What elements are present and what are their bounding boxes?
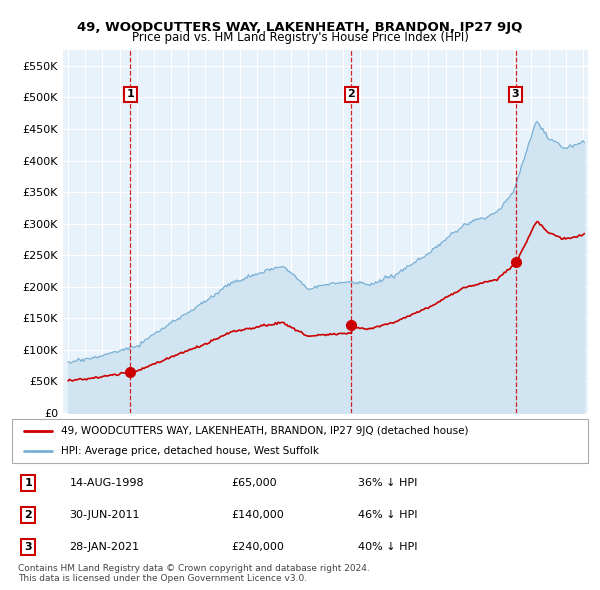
Text: 2: 2 <box>24 510 32 520</box>
Text: This data is licensed under the Open Government Licence v3.0.: This data is licensed under the Open Gov… <box>18 573 307 582</box>
Text: 1: 1 <box>127 89 134 99</box>
Text: 3: 3 <box>512 89 520 99</box>
Text: 49, WOODCUTTERS WAY, LAKENHEATH, BRANDON, IP27 9JQ (detached house): 49, WOODCUTTERS WAY, LAKENHEATH, BRANDON… <box>61 426 469 436</box>
Text: 28-JAN-2021: 28-JAN-2021 <box>70 542 140 552</box>
Text: Price paid vs. HM Land Registry's House Price Index (HPI): Price paid vs. HM Land Registry's House … <box>131 31 469 44</box>
Text: 46% ↓ HPI: 46% ↓ HPI <box>358 510 417 520</box>
Text: 36% ↓ HPI: 36% ↓ HPI <box>358 478 417 488</box>
Text: 3: 3 <box>25 542 32 552</box>
Text: £65,000: £65,000 <box>231 478 277 488</box>
Text: 30-JUN-2011: 30-JUN-2011 <box>70 510 140 520</box>
Text: 2: 2 <box>347 89 355 99</box>
Text: £240,000: £240,000 <box>231 542 284 552</box>
Text: 14-AUG-1998: 14-AUG-1998 <box>70 478 144 488</box>
Text: 1: 1 <box>24 478 32 488</box>
Text: 40% ↓ HPI: 40% ↓ HPI <box>358 542 417 552</box>
Text: £140,000: £140,000 <box>231 510 284 520</box>
Text: HPI: Average price, detached house, West Suffolk: HPI: Average price, detached house, West… <box>61 446 319 456</box>
Text: 49, WOODCUTTERS WAY, LAKENHEATH, BRANDON, IP27 9JQ: 49, WOODCUTTERS WAY, LAKENHEATH, BRANDON… <box>77 21 523 34</box>
Text: Contains HM Land Registry data © Crown copyright and database right 2024.: Contains HM Land Registry data © Crown c… <box>18 564 370 573</box>
